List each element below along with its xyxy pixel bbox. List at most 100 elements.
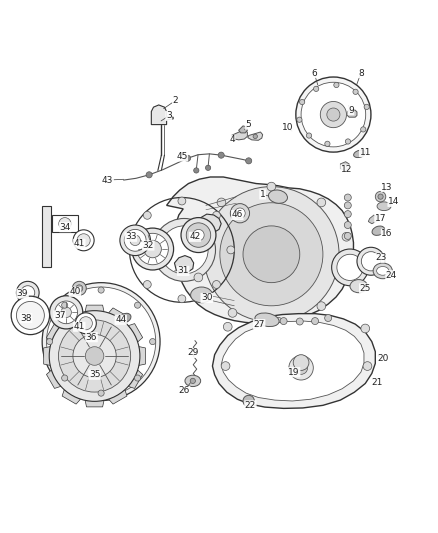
- Polygon shape: [239, 126, 247, 133]
- Text: 21: 21: [371, 378, 383, 387]
- Circle shape: [246, 158, 252, 164]
- Circle shape: [190, 378, 195, 384]
- Circle shape: [267, 182, 276, 191]
- Circle shape: [178, 295, 186, 303]
- Circle shape: [42, 282, 160, 400]
- Circle shape: [152, 219, 215, 281]
- Circle shape: [220, 203, 323, 306]
- Circle shape: [300, 99, 305, 104]
- Text: 33: 33: [125, 232, 137, 241]
- Circle shape: [293, 354, 309, 370]
- Circle shape: [137, 233, 168, 265]
- Circle shape: [143, 212, 151, 219]
- Text: 37: 37: [54, 311, 65, 320]
- Text: 27: 27: [254, 320, 265, 329]
- Circle shape: [289, 356, 313, 380]
- Circle shape: [218, 152, 224, 158]
- Polygon shape: [368, 215, 377, 224]
- Circle shape: [59, 217, 71, 230]
- Text: 34: 34: [60, 223, 71, 232]
- Polygon shape: [62, 308, 81, 322]
- Text: 44: 44: [115, 315, 127, 324]
- Polygon shape: [248, 132, 263, 140]
- Circle shape: [221, 362, 230, 370]
- Circle shape: [296, 318, 303, 325]
- Text: 14: 14: [388, 197, 399, 206]
- Circle shape: [205, 165, 211, 171]
- Circle shape: [61, 307, 71, 318]
- Text: 39: 39: [17, 289, 28, 298]
- Circle shape: [76, 285, 83, 292]
- Text: 30: 30: [201, 294, 212, 302]
- Circle shape: [134, 375, 141, 381]
- Circle shape: [297, 117, 302, 123]
- Text: 42: 42: [189, 232, 201, 241]
- Circle shape: [378, 194, 383, 199]
- Text: 43: 43: [102, 175, 113, 184]
- Circle shape: [227, 246, 235, 254]
- Text: 11: 11: [360, 148, 371, 157]
- Circle shape: [146, 172, 152, 178]
- Circle shape: [186, 223, 211, 247]
- Polygon shape: [62, 390, 81, 404]
- Circle shape: [62, 375, 68, 381]
- Circle shape: [16, 281, 39, 304]
- Circle shape: [363, 362, 372, 370]
- Text: 17: 17: [375, 214, 386, 223]
- Polygon shape: [340, 161, 349, 171]
- Circle shape: [73, 230, 94, 251]
- Circle shape: [217, 198, 226, 207]
- Circle shape: [79, 317, 92, 330]
- Circle shape: [98, 390, 104, 396]
- Circle shape: [342, 232, 351, 241]
- Polygon shape: [221, 321, 364, 401]
- Circle shape: [194, 168, 199, 173]
- Text: 4: 4: [229, 135, 235, 144]
- Text: 40: 40: [69, 287, 81, 296]
- Circle shape: [325, 141, 330, 147]
- Circle shape: [59, 320, 131, 392]
- Circle shape: [184, 155, 191, 161]
- Ellipse shape: [268, 190, 287, 203]
- Text: 35: 35: [89, 370, 100, 379]
- Ellipse shape: [377, 266, 389, 275]
- Circle shape: [311, 318, 318, 325]
- Ellipse shape: [350, 280, 367, 293]
- Circle shape: [325, 314, 332, 321]
- Circle shape: [160, 226, 208, 274]
- Circle shape: [230, 204, 250, 223]
- Circle shape: [337, 254, 363, 280]
- Circle shape: [124, 229, 146, 251]
- Circle shape: [11, 296, 49, 335]
- Circle shape: [344, 211, 351, 217]
- Text: 25: 25: [360, 284, 371, 293]
- Polygon shape: [85, 305, 104, 312]
- Circle shape: [75, 313, 96, 334]
- Circle shape: [194, 273, 203, 282]
- Circle shape: [280, 318, 287, 325]
- Circle shape: [320, 101, 346, 128]
- Text: 2: 2: [173, 96, 178, 105]
- Ellipse shape: [255, 313, 279, 327]
- Circle shape: [334, 83, 339, 87]
- Polygon shape: [44, 346, 50, 366]
- Ellipse shape: [377, 202, 391, 211]
- Circle shape: [301, 82, 366, 147]
- Circle shape: [274, 317, 283, 326]
- Circle shape: [49, 311, 140, 401]
- Circle shape: [344, 202, 351, 209]
- Circle shape: [344, 222, 351, 229]
- Circle shape: [212, 212, 220, 219]
- Polygon shape: [42, 206, 51, 268]
- Circle shape: [342, 268, 351, 276]
- Polygon shape: [231, 130, 247, 140]
- Circle shape: [360, 127, 366, 132]
- Circle shape: [228, 309, 237, 317]
- Circle shape: [375, 191, 386, 202]
- Circle shape: [16, 302, 44, 329]
- Text: 1: 1: [260, 190, 265, 199]
- Circle shape: [129, 246, 137, 254]
- Circle shape: [120, 225, 150, 256]
- Text: 19: 19: [288, 368, 300, 377]
- Text: 41: 41: [74, 322, 85, 331]
